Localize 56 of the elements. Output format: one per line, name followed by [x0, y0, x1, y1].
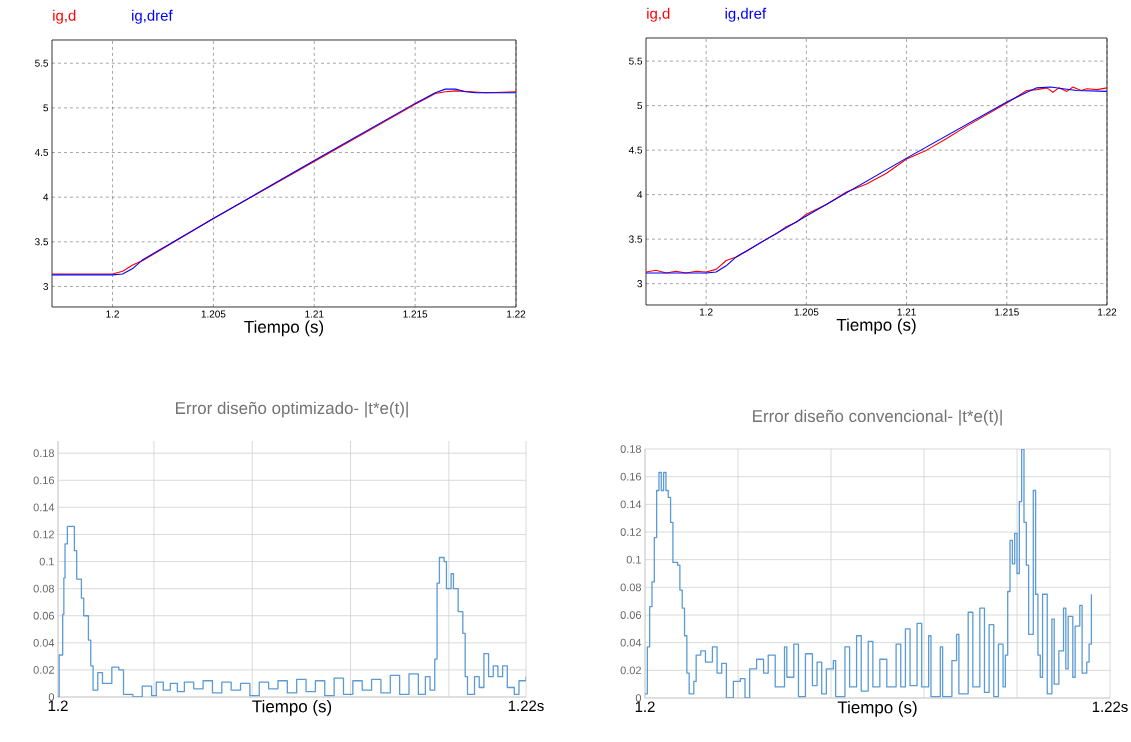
y-tick-label: 0 [635, 694, 642, 702]
text: ig,d [53, 9, 76, 24]
y-tick-label: 0.1 [39, 557, 54, 566]
y-tick-label: 0.18 [620, 445, 641, 453]
y-tick-label: 0.1 [626, 555, 641, 564]
y-tick-label: 0.14 [620, 500, 642, 509]
x-tick-label: 1.2 [635, 701, 655, 712]
y-tick-label: 0.06 [33, 611, 54, 620]
y-tick-label: 0 [48, 693, 55, 701]
chart-title: Error diseño convencional- |t*e(t)| [753, 409, 1002, 426]
x-axis-title: Tiempo (s) [244, 320, 324, 337]
text: ig,d [647, 7, 670, 22]
y-tick-label: 0.12 [33, 530, 54, 539]
y-tick-label: 4.5 [628, 146, 643, 154]
x-tick-label: 1.22 [507, 310, 526, 318]
y-tick-label: 5 [637, 102, 643, 110]
y-tick-label: 5.5 [629, 57, 643, 65]
x-tick-label: 1.215 [995, 308, 1019, 316]
x-tick-label: 1.205 [794, 308, 819, 316]
x-tick-label: 1.22s [508, 700, 544, 712]
y-tick-label: 3.5 [629, 235, 643, 243]
chart-title: Error diseño optimizado- |t*e(t)| [176, 401, 408, 418]
x-axis-title: Tiempo (s) [836, 318, 916, 335]
x-tick-label: 1.22 [1098, 308, 1117, 316]
x-tick-label: 1.205 [201, 310, 226, 318]
x-tick-label: 1.2 [106, 310, 119, 318]
text: ig,dref [725, 7, 767, 22]
x-tick-label: 1.215 [403, 310, 428, 318]
x-axis-title: Tiempo (s) [837, 700, 917, 717]
y-tick-label: 3.5 [35, 238, 49, 246]
y-tick-label: 0.08 [620, 583, 641, 592]
y-tick-label: 0.06 [620, 611, 641, 619]
y-tick-label: 4.5 [34, 149, 49, 156]
y-tick-label: 5.5 [35, 59, 49, 67]
x-axis-title: Tiempo (s) [252, 699, 332, 716]
y-tick-label: 0.02 [33, 666, 54, 674]
y-tick-label: 0.16 [620, 472, 641, 481]
y-tick-label: 4 [637, 191, 643, 199]
x-tick-label: 1.2 [699, 308, 713, 316]
x-tick-label: 1.21 [897, 308, 916, 316]
y-tick-label: 0.16 [33, 476, 54, 485]
y-tick-label: 0.04 [33, 638, 55, 647]
y-tick-label: 0.04 [620, 638, 642, 647]
y-tick-label: 3 [43, 282, 49, 290]
y-tick-label: 3 [637, 280, 643, 288]
y-tick-label: 0.12 [620, 528, 641, 536]
y-tick-label: 0.14 [33, 503, 55, 512]
x-tick-label: 1.22s [1092, 701, 1128, 713]
y-tick-label: 0.02 [620, 666, 641, 675]
x-tick-label: 1.21 [305, 310, 324, 318]
y-tick-label: 4 [43, 193, 49, 201]
y-tick-label: 0.18 [33, 449, 54, 458]
y-tick-label: 0.08 [33, 584, 54, 593]
y-tick-label: 5 [43, 104, 49, 112]
x-tick-label: 1.2 [48, 700, 68, 711]
text: ig,dref [132, 9, 173, 24]
